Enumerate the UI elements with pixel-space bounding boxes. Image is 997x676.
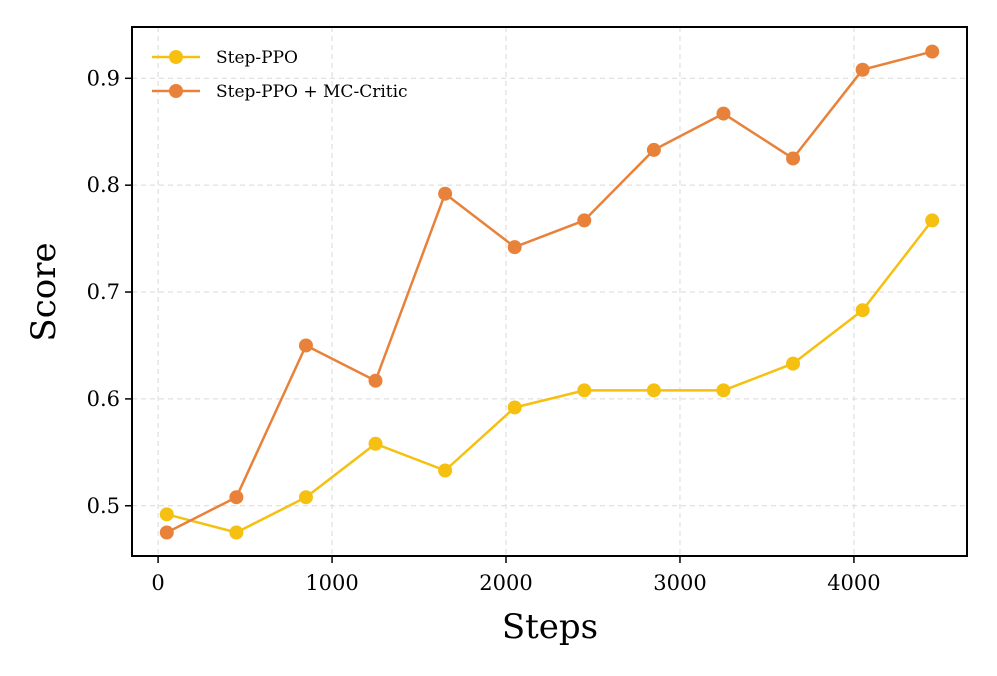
data-point-step-ppo-mc-critic: [368, 373, 383, 388]
legend-label-step-ppo: Step-PPO: [216, 48, 298, 68]
data-point-step-ppo-mc-critic: [646, 142, 661, 157]
data-point-step-ppo: [507, 400, 522, 415]
data-point-step-ppo: [298, 490, 313, 505]
legend: Step-PPO Step-PPO + MC-Critic: [152, 48, 408, 102]
data-point-step-ppo: [159, 507, 174, 522]
data-point-step-ppo-mc-critic: [229, 490, 244, 505]
data-point-step-ppo-mc-critic: [159, 525, 174, 540]
legend-marker-step-ppo-mc-critic: [169, 84, 183, 98]
y-tick-label: 0.5: [87, 494, 120, 518]
data-point-step-ppo-mc-critic: [577, 213, 592, 228]
data-point-step-ppo: [716, 383, 731, 398]
series-line-step-ppo: [166, 219, 934, 534]
series-step-ppo: [159, 213, 940, 540]
y-tick-label: 0.7: [87, 280, 120, 304]
legend-marker-step-ppo: [169, 50, 183, 64]
data-point-step-ppo-mc-critic: [855, 62, 870, 77]
data-point-step-ppo-mc-critic: [716, 106, 731, 121]
data-point-step-ppo-mc-critic: [298, 338, 313, 353]
y-tick-label: 0.8: [87, 173, 120, 197]
legend-label-step-ppo-mc-critic: Step-PPO + MC-Critic: [216, 82, 408, 102]
x-tick-label: 4000: [827, 571, 880, 595]
data-point-step-ppo-mc-critic: [786, 151, 801, 166]
data-point-step-ppo: [855, 303, 870, 318]
x-tick-label: 0: [151, 571, 164, 595]
data-point-step-ppo: [577, 383, 592, 398]
y-tick-label: 0.9: [87, 66, 120, 90]
data-point-step-ppo: [786, 356, 801, 371]
series-layer: [159, 44, 940, 540]
x-tick-label: 2000: [479, 571, 532, 595]
x-axis-title: Steps: [502, 607, 598, 647]
data-point-step-ppo: [229, 525, 244, 540]
data-point-step-ppo: [925, 213, 940, 228]
data-point-step-ppo-mc-critic: [507, 240, 522, 255]
legend-entry-step-ppo-mc-critic: Step-PPO + MC-Critic: [152, 82, 408, 102]
legend-entry-step-ppo: Step-PPO: [152, 48, 298, 68]
y-axis-title: Score: [24, 242, 64, 341]
data-point-step-ppo: [368, 436, 383, 451]
series-line-step-ppo-mc-critic: [166, 50, 933, 534]
y-tick-label: 0.6: [87, 387, 120, 411]
data-point-step-ppo-mc-critic: [438, 186, 453, 201]
ticks: 0 1000 2000 3000 4000 0.5 0.6 0.7 0.8 0.9: [87, 66, 881, 595]
data-point-step-ppo: [438, 463, 453, 478]
x-tick-label: 1000: [305, 571, 358, 595]
data-point-step-ppo-mc-critic: [925, 44, 940, 59]
data-point-step-ppo: [646, 383, 661, 398]
series-step-ppo-mc-critic: [159, 44, 940, 540]
x-tick-label: 3000: [653, 571, 706, 595]
